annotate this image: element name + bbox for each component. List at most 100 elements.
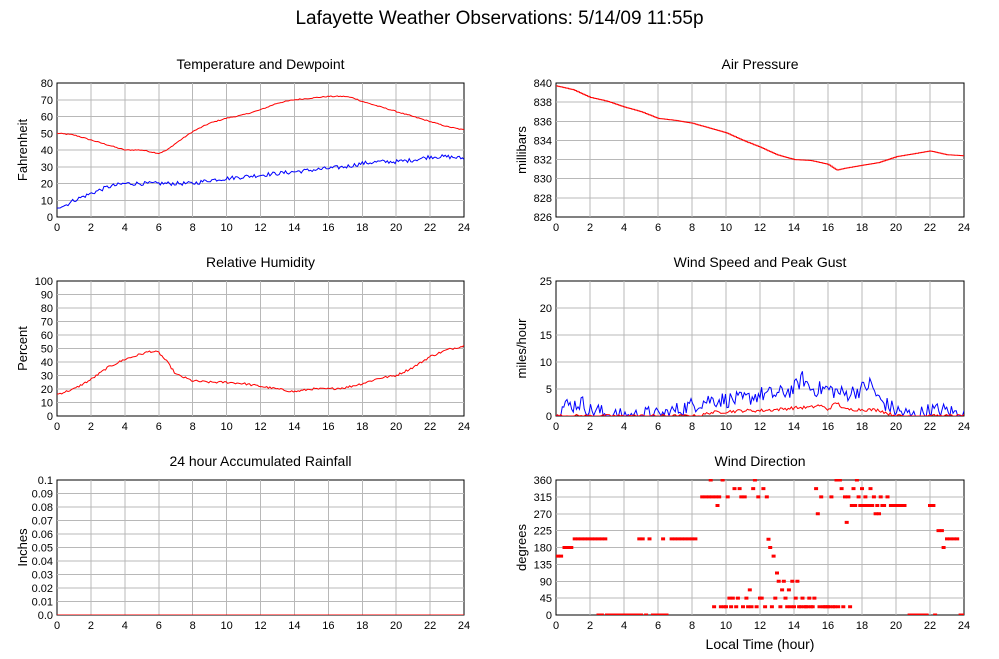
x-tick-label: 12	[754, 421, 766, 433]
series-line-0	[57, 95, 464, 155]
y-tick-label: 0.1	[38, 475, 53, 487]
data-point	[708, 479, 713, 482]
x-tick-label: 2	[587, 421, 593, 433]
x-tick-label: 14	[788, 421, 800, 433]
data-point	[715, 504, 720, 507]
x-tick-label: 22	[424, 620, 436, 632]
x-tick-label: 24	[958, 222, 970, 234]
data-point	[834, 479, 839, 482]
y-axis-label: Percent	[15, 326, 30, 371]
data-point	[899, 504, 904, 507]
chart-title: Wind Speed and Peak Gust	[674, 254, 847, 270]
x-tick-label: 16	[822, 620, 834, 632]
y-tick-label: 0	[47, 411, 53, 423]
x-tick-label: 2	[88, 222, 94, 234]
data-point	[637, 537, 642, 541]
data-point	[746, 605, 751, 609]
x-tick-label: 2	[587, 620, 593, 632]
data-point	[562, 546, 567, 549]
data-point	[730, 596, 735, 600]
data-point	[679, 537, 684, 541]
x-tick-label: 6	[156, 421, 162, 433]
data-point	[556, 554, 560, 558]
x-tick-label: 18	[356, 421, 368, 433]
data-point	[742, 495, 747, 499]
x-tick-label: 8	[190, 421, 196, 433]
data-point	[576, 537, 581, 541]
x-tick-label: 6	[655, 222, 661, 234]
data-point	[712, 605, 717, 609]
x-tick-label: 0	[553, 421, 559, 433]
data-point	[800, 596, 805, 600]
x-tick-label: 12	[754, 620, 766, 632]
data-point	[936, 529, 941, 533]
data-point	[657, 613, 662, 615]
data-point	[817, 605, 822, 609]
data-point	[596, 613, 601, 615]
data-point	[843, 495, 847, 499]
x-tick-label: 8	[689, 222, 695, 234]
data-point	[599, 537, 604, 541]
page-title: Lafayette Weather Observations: 5/14/09 …	[295, 8, 704, 29]
x-tick-label: 10	[720, 620, 732, 632]
x-tick-label: 20	[390, 620, 402, 632]
x-tick-label: 12	[254, 222, 266, 234]
data-point	[798, 605, 803, 609]
data-point	[783, 596, 788, 600]
data-point	[735, 596, 740, 600]
y-tick-label: 0.08	[32, 502, 53, 514]
x-tick-label: 20	[890, 620, 902, 632]
y-tick-label: 10	[41, 398, 53, 410]
x-tick-label: 16	[822, 421, 834, 433]
x-tick-label: 10	[220, 421, 232, 433]
y-tick-label: 0.01	[32, 597, 53, 609]
x-tick-label: 8	[689, 421, 695, 433]
x-tick-label: 0	[54, 421, 60, 433]
data-point	[793, 596, 798, 600]
series-0	[556, 479, 964, 615]
y-tick-label: 830	[534, 174, 552, 186]
data-point	[776, 579, 781, 583]
data-point	[907, 613, 912, 615]
chart-title: Temperature and Dewpoint	[176, 56, 344, 72]
data-point	[693, 537, 698, 541]
y-tick-label: 225	[534, 526, 552, 538]
y-tick-label: 40	[41, 357, 53, 369]
y-axis-label: Inches	[15, 528, 30, 567]
data-point	[766, 537, 771, 541]
y-tick-label: 40	[41, 145, 53, 157]
data-point	[756, 495, 761, 499]
data-point	[605, 613, 609, 615]
y-tick-label: 20	[41, 384, 53, 396]
chart-title: Wind Direction	[714, 453, 805, 469]
y-tick-label: 80	[41, 78, 53, 90]
x-tick-label: 14	[788, 222, 800, 234]
data-point	[795, 579, 800, 583]
data-point	[839, 487, 844, 491]
y-tick-label: 0.07	[32, 516, 53, 528]
y-tick-label: 135	[534, 559, 552, 571]
data-point	[720, 479, 725, 482]
data-point	[661, 537, 666, 541]
x-tick-label: 20	[890, 421, 902, 433]
data-point	[790, 579, 795, 583]
x-tick-label: 14	[788, 620, 800, 632]
x-tick-label: 6	[156, 222, 162, 234]
data-point	[856, 495, 861, 499]
data-point	[751, 487, 756, 491]
data-point	[713, 495, 718, 499]
chart-temp: 0 2 4 6 8 10 12 14 16 18 20 22 2401020304050607080Te…	[15, 56, 470, 234]
data-point	[877, 512, 881, 516]
data-point	[846, 495, 851, 499]
data-point	[827, 605, 832, 609]
data-point	[858, 504, 863, 507]
y-tick-label: 0.04	[32, 556, 53, 568]
data-point	[768, 546, 773, 549]
x-tick-label: 16	[322, 421, 334, 433]
x-tick-label: 8	[689, 620, 695, 632]
data-point	[878, 495, 883, 499]
x-tick-label: 14	[288, 222, 300, 234]
data-point	[707, 495, 711, 499]
y-tick-label: 0.0	[38, 610, 53, 622]
